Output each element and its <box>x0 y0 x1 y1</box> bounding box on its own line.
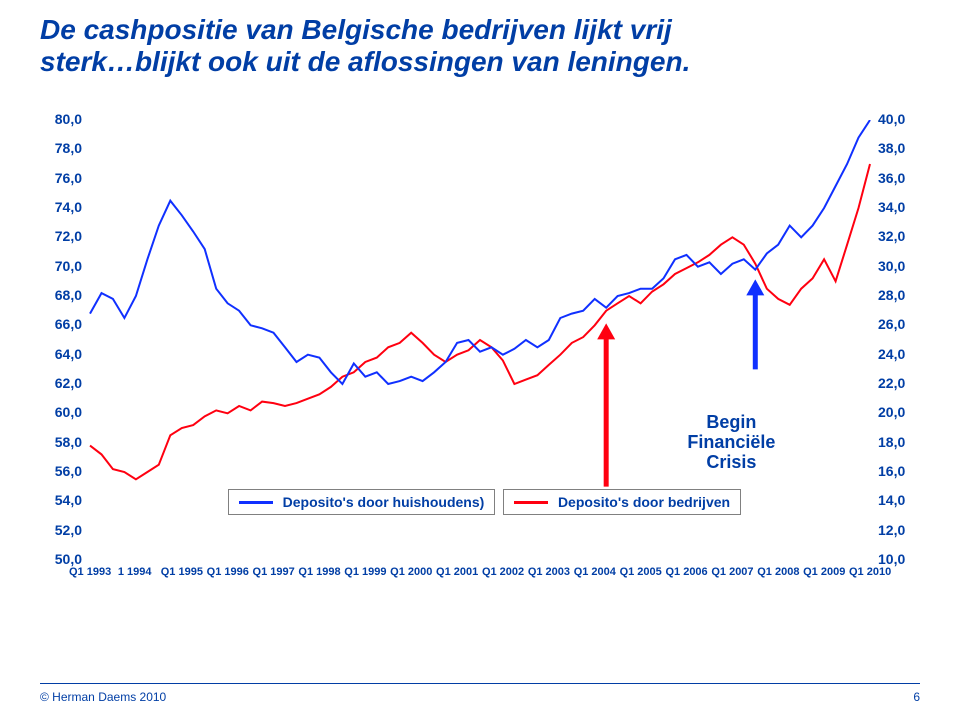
annotation-l2: Financiële <box>687 432 775 452</box>
legend-households: Deposito's door huishoudens) <box>228 489 496 515</box>
page-number: 6 <box>913 690 920 704</box>
page-title: De cashpositie van Belgische bedrijven l… <box>40 14 690 78</box>
line-chart: 80,078,076,074,072,070,068,066,064,062,0… <box>40 120 920 620</box>
page-root: { "title_line1": "De cashpositie van Bel… <box>0 0 960 716</box>
legend-swatch <box>239 501 273 504</box>
title-line-2: sterk…blijkt ook uit de aflossingen van … <box>40 46 690 77</box>
arrow-head <box>597 323 615 339</box>
footer-divider <box>40 683 920 684</box>
legend-label: Deposito's door huishoudens) <box>283 494 485 510</box>
title-line-1: De cashpositie van Belgische bedrijven l… <box>40 14 672 45</box>
annotation-l3: Crisis <box>706 452 756 472</box>
annotation-l1: Begin <box>706 412 756 432</box>
crisis-annotation: BeginFinanciëleCrisis <box>687 413 775 472</box>
legend-swatch <box>514 501 548 504</box>
plot-area <box>40 120 920 620</box>
arrow-head <box>746 279 764 295</box>
legend-companies: Deposito's door bedrijven <box>503 489 741 515</box>
legend-label: Deposito's door bedrijven <box>558 494 730 510</box>
copyright-footer: © Herman Daems 2010 <box>40 690 166 704</box>
